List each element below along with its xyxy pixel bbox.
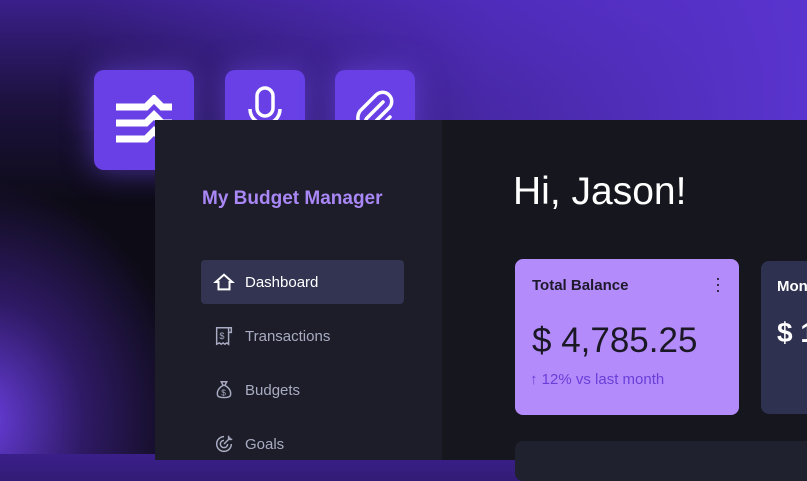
bottom-card xyxy=(515,441,807,481)
balance-amount: $ 4,785.25 xyxy=(532,321,698,360)
home-icon xyxy=(213,273,235,291)
sidebar-item-label: Transactions xyxy=(245,327,331,345)
sidebar-item-label: Budgets xyxy=(245,381,301,399)
greeting: Hi, Jason! xyxy=(513,170,687,213)
card-label: Mon xyxy=(777,278,807,295)
monthly-card[interactable]: Mon $ 1 xyxy=(761,261,807,414)
arrow-up-icon: ↑ xyxy=(530,371,538,388)
sidebar-item-dashboard[interactable]: Dashboard xyxy=(201,260,404,304)
sidebar-item-label: Goals xyxy=(245,435,285,453)
sidebar-item-goals[interactable]: Goals xyxy=(201,422,404,466)
sidebar-item-label: Dashboard xyxy=(245,273,319,291)
sidebar-item-budgets[interactable]: $ Budgets xyxy=(201,368,404,412)
svg-text:$: $ xyxy=(219,331,224,341)
receipt-icon: $ xyxy=(215,327,233,346)
app-title: My Budget Manager xyxy=(202,188,383,209)
svg-text:$: $ xyxy=(221,389,226,398)
card-label: Total Balance xyxy=(532,277,629,294)
more-options-icon[interactable]: · · · xyxy=(715,268,721,300)
card-amount: $ 1 xyxy=(777,317,807,348)
sidebar-item-transactions[interactable]: $ Transactions xyxy=(201,314,404,358)
total-balance-card[interactable]: Total Balance · · · $ 4,785.25 ↑ 12% vs la… xyxy=(515,259,739,415)
change-text: 12% vs last month xyxy=(541,371,665,388)
money-bag-icon: $ xyxy=(216,381,232,399)
target-icon xyxy=(215,435,233,453)
balance-change: ↑ 12% vs last month xyxy=(530,371,664,388)
